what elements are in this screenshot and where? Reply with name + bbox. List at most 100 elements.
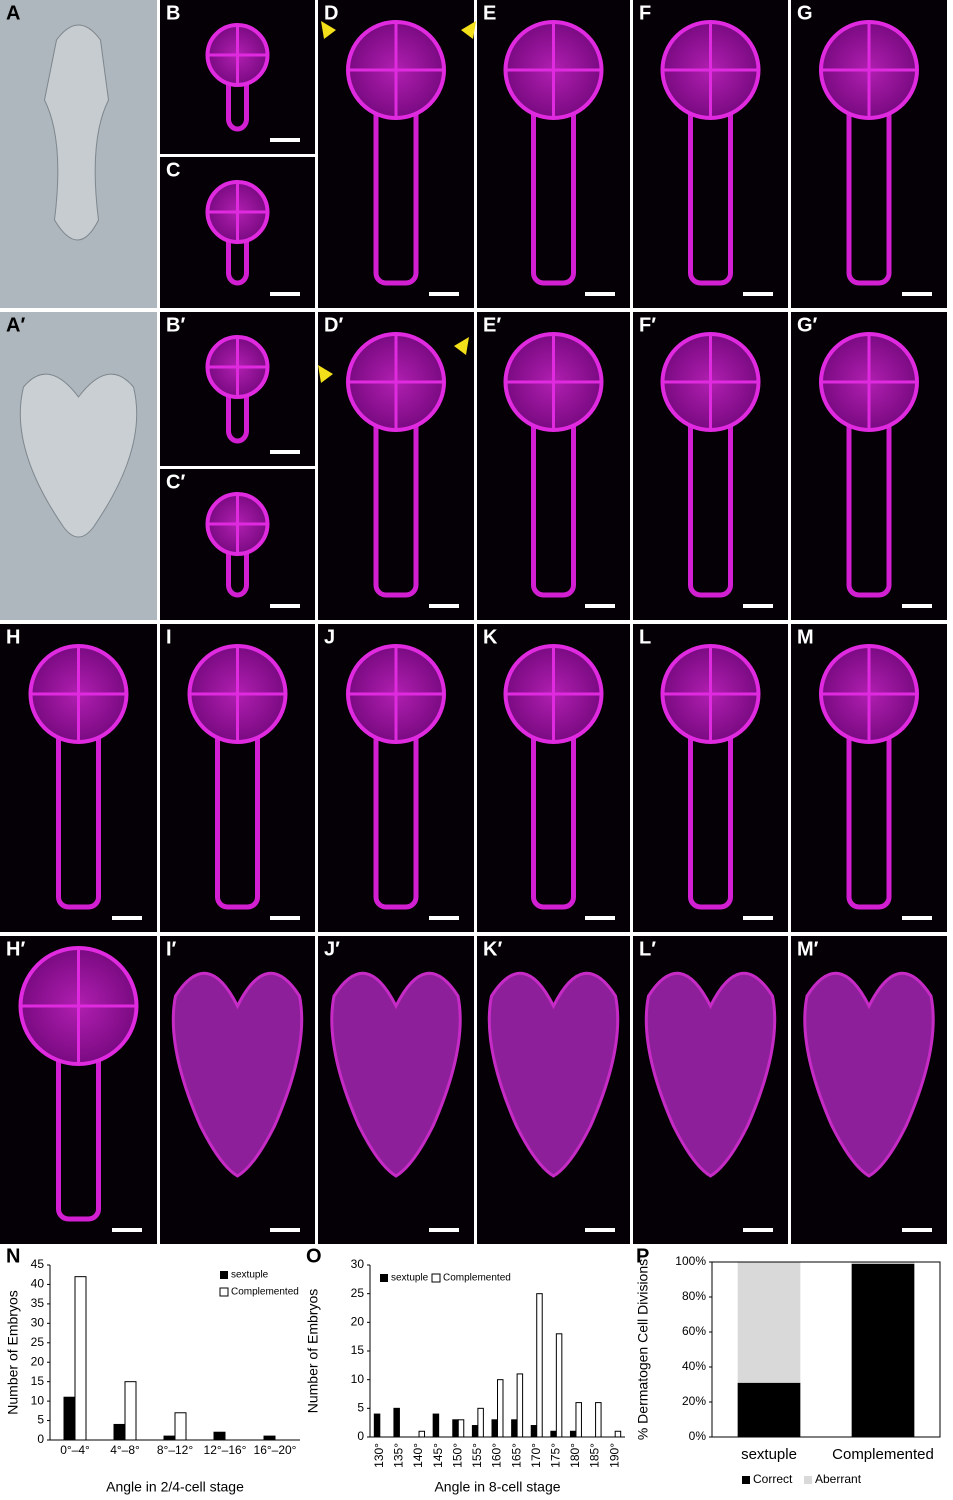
- y-tick-label: 25: [31, 1335, 45, 1349]
- bar: [569, 1430, 577, 1438]
- y-tick-label: 10: [31, 1393, 45, 1407]
- panel-label: G′: [797, 315, 818, 337]
- legend-swatch: [380, 1274, 388, 1282]
- y-tick-label: 80%: [682, 1289, 706, 1303]
- panel-label: J: [324, 627, 335, 649]
- bar: [432, 1413, 440, 1438]
- bar: [477, 1407, 484, 1438]
- y-tick-label: 40%: [682, 1359, 706, 1373]
- bar-segment: [737, 1382, 801, 1437]
- bar: [530, 1425, 538, 1438]
- bar: [263, 1435, 276, 1441]
- x-tick-label: 145°: [431, 1443, 445, 1468]
- panel-label: F: [639, 3, 651, 25]
- bar: [74, 1276, 87, 1441]
- chart-label: O: [306, 1245, 322, 1267]
- legend-swatch: [219, 1287, 229, 1297]
- y-tick-label: 25: [351, 1286, 365, 1300]
- bar-segment: [851, 1263, 915, 1437]
- panel-label: K: [483, 627, 498, 649]
- panel-label: L: [639, 627, 651, 649]
- embryo-outline: [43, 24, 110, 241]
- bar: [516, 1373, 524, 1438]
- x-tick-label: 16°–20°: [254, 1443, 297, 1457]
- y-tick-label: 10: [351, 1372, 365, 1386]
- legend-label: Correct: [753, 1472, 793, 1486]
- x-tick-label: 140°: [411, 1443, 425, 1468]
- y-axis-label: Number of Embryos: [305, 1289, 321, 1413]
- y-tick-label: 30: [351, 1257, 365, 1271]
- panel-label: B: [166, 3, 180, 25]
- y-tick-label: 20: [31, 1354, 45, 1368]
- panel-label: H′: [6, 939, 25, 961]
- x-tick-label: 130°: [372, 1443, 386, 1468]
- arrowhead: [321, 21, 336, 39]
- panel-label: M: [797, 627, 814, 649]
- embryo-proper: [644, 971, 777, 1178]
- x-axis-label: Angle in 8-cell stage: [434, 1479, 560, 1495]
- embryo-proper: [803, 971, 935, 1178]
- bar-segment: [737, 1262, 801, 1383]
- x-tick-label: 190°: [607, 1443, 621, 1468]
- y-axis-label: Number of Embryos: [5, 1290, 21, 1414]
- bar: [491, 1419, 498, 1438]
- bar: [63, 1396, 76, 1441]
- bar: [497, 1379, 504, 1438]
- legend-swatch: [742, 1476, 750, 1484]
- y-tick-label: 35: [31, 1296, 45, 1310]
- embryo-proper: [330, 971, 462, 1178]
- legend-label: Aberrant: [815, 1472, 862, 1486]
- panel-label: D′: [324, 315, 343, 337]
- y-tick-label: 5: [357, 1401, 364, 1415]
- x-tick-label: 8°–12°: [157, 1443, 193, 1457]
- bar: [113, 1423, 126, 1441]
- bar: [511, 1419, 518, 1438]
- y-tick-label: 0%: [689, 1429, 707, 1443]
- panel-label: E: [483, 3, 496, 25]
- bar: [536, 1293, 543, 1438]
- panel-label: J′: [324, 939, 340, 961]
- embryo-proper: [171, 971, 304, 1178]
- y-tick-label: 5: [37, 1413, 44, 1427]
- panel-label: G: [797, 3, 813, 25]
- panel-label: H: [6, 627, 20, 649]
- bar: [418, 1430, 426, 1438]
- y-tick-label: 40: [31, 1277, 45, 1291]
- x-tick-label: 165°: [509, 1443, 523, 1468]
- x-tick-label: sextuple: [741, 1446, 797, 1463]
- panel-label: L′: [639, 939, 656, 961]
- bar: [471, 1425, 479, 1438]
- bar: [124, 1381, 137, 1441]
- y-tick-label: 45: [31, 1257, 45, 1271]
- x-tick-label: 155°: [470, 1443, 484, 1468]
- y-axis-label: % Dermatogen Cell Divisions: [635, 1259, 651, 1440]
- x-axis-label: Angle in 2/4-cell stage: [106, 1479, 244, 1495]
- bar: [213, 1431, 226, 1441]
- x-tick-label: 170°: [529, 1443, 543, 1468]
- y-tick-label: 100%: [675, 1254, 706, 1268]
- panel-label: I′: [166, 939, 177, 961]
- panel-label: D: [324, 3, 338, 25]
- panel-label: M′: [797, 939, 819, 961]
- y-tick-label: 15: [31, 1374, 45, 1388]
- y-tick-label: 0: [37, 1432, 44, 1446]
- panel-label: A′: [6, 315, 25, 337]
- x-tick-label: 185°: [588, 1443, 602, 1468]
- x-tick-label: 0°–4°: [60, 1443, 90, 1457]
- bar: [575, 1402, 582, 1438]
- chart-label: N: [6, 1245, 20, 1267]
- panel-label: K′: [483, 939, 502, 961]
- legend-label: sextuple: [391, 1273, 429, 1284]
- bar: [555, 1333, 563, 1438]
- legend-label: Complemented: [231, 1287, 299, 1298]
- x-tick-label: 175°: [549, 1443, 563, 1468]
- y-tick-label: 20: [351, 1315, 365, 1329]
- plot-frame: [711, 1261, 941, 1438]
- panel-label: C: [166, 160, 180, 182]
- bar: [614, 1430, 622, 1438]
- x-tick-label: 135°: [392, 1443, 406, 1468]
- bar: [393, 1407, 400, 1438]
- legend-label: Complemented: [443, 1273, 511, 1284]
- panel-label: C′: [166, 472, 185, 494]
